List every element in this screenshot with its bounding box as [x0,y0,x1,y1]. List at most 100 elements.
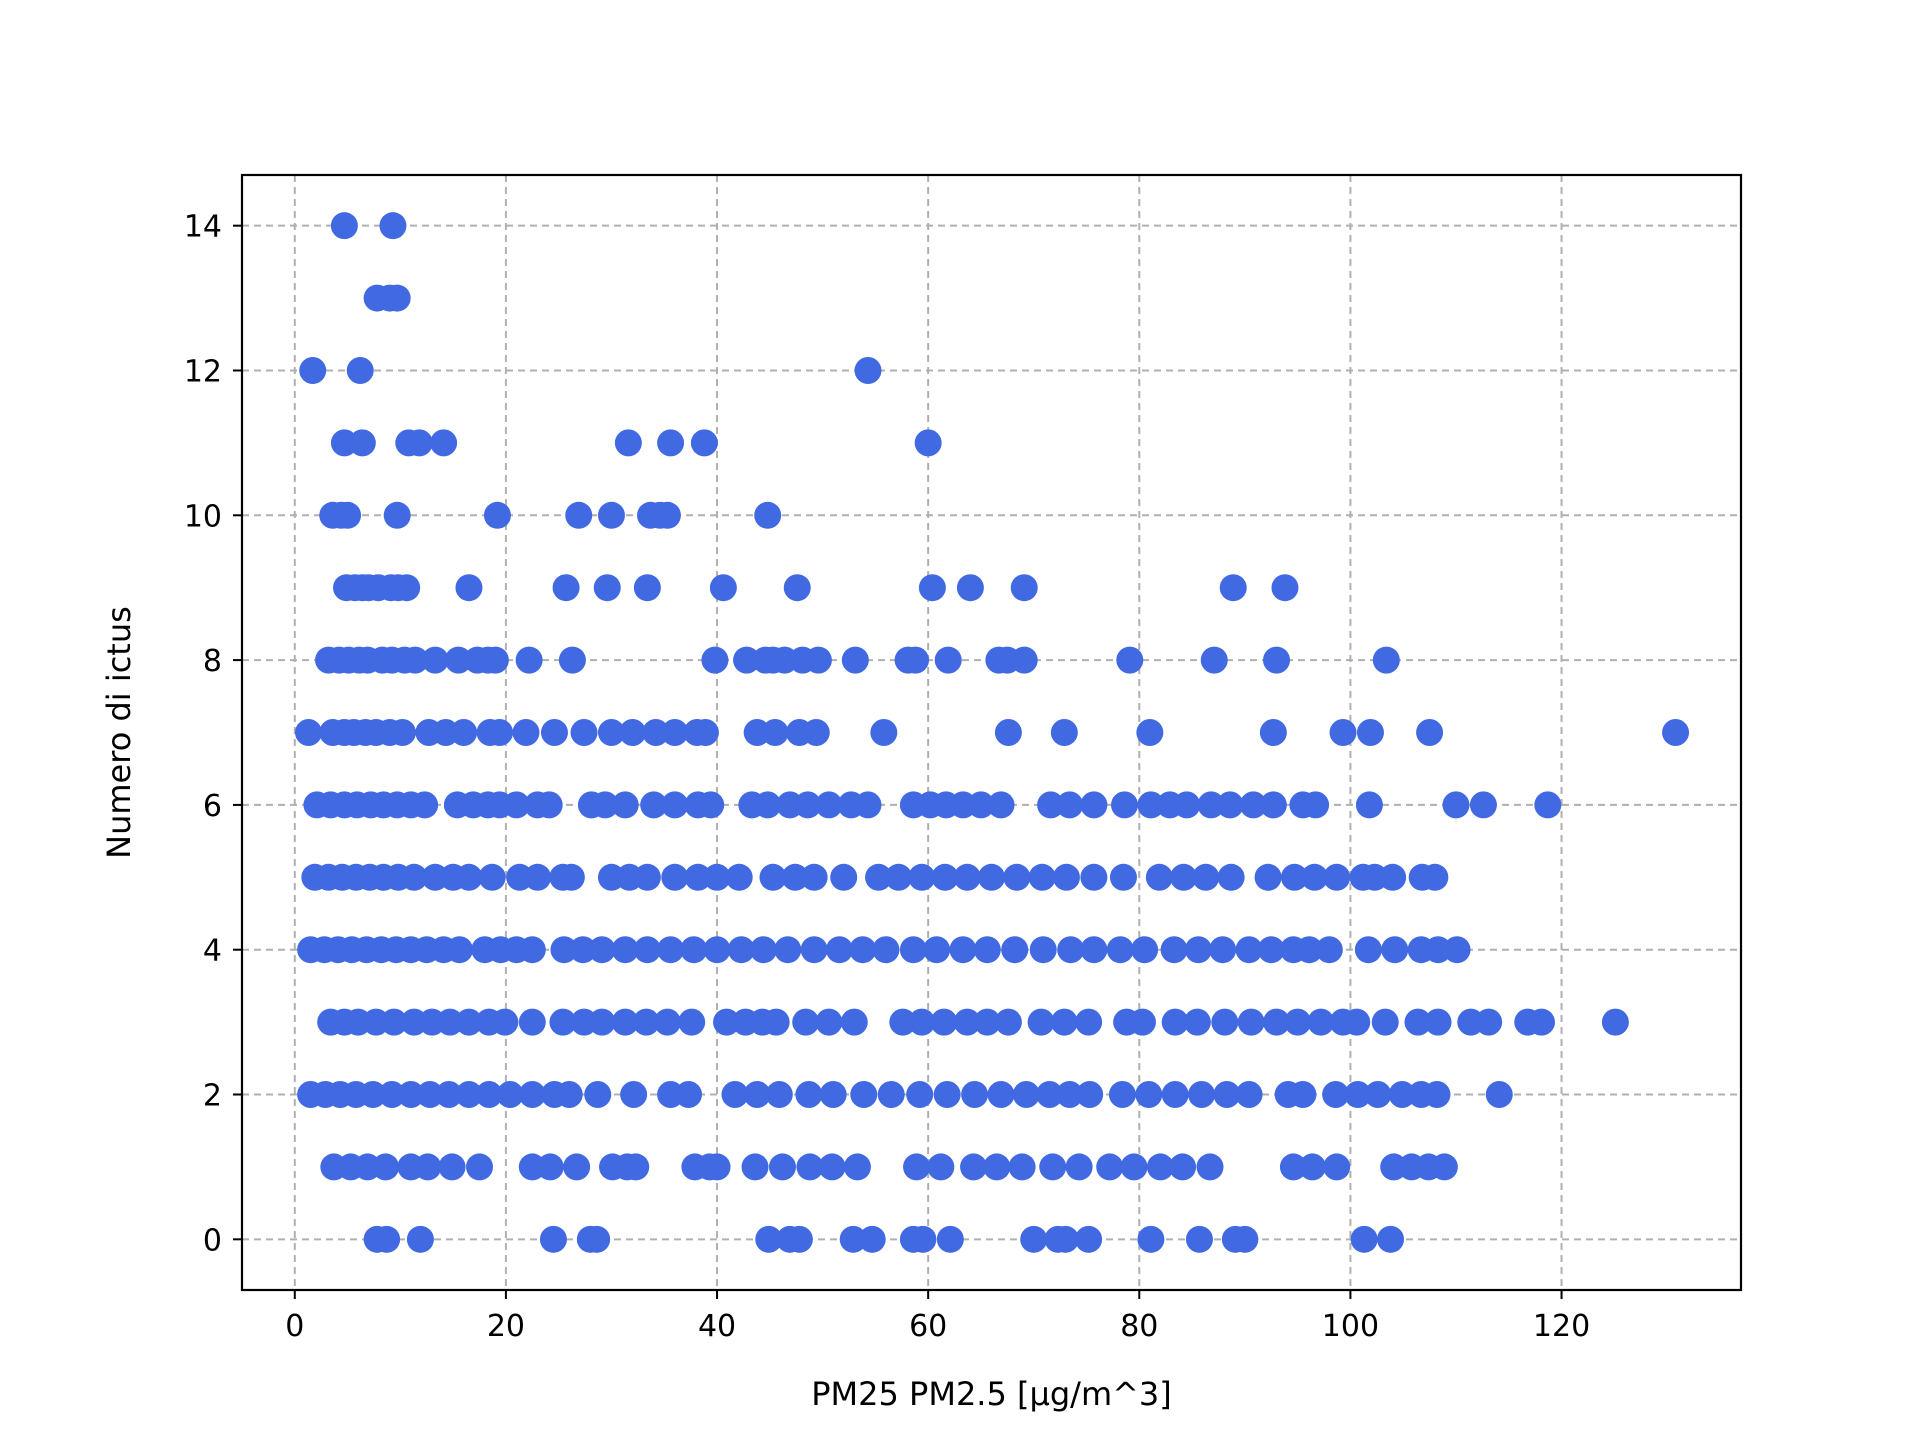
data-point [889,1008,917,1036]
data-point [754,791,782,819]
data-point [678,1008,706,1036]
data-point [1075,1225,1103,1253]
data-point [1379,863,1407,891]
data-point [633,863,661,891]
data-point [703,936,731,964]
data-point [680,936,708,964]
data-point [380,1008,408,1036]
data-point [588,936,616,964]
data-point [430,429,458,457]
data-point [466,1153,494,1181]
data-point [455,574,483,602]
data-point [515,646,543,674]
data-point [383,501,411,529]
data-point [379,212,407,240]
data-point [973,936,1001,964]
data-point [961,1081,989,1109]
data-point [865,863,893,891]
data-point [1329,719,1357,746]
data-point [552,574,580,602]
data-point [1377,1225,1405,1253]
x-tick-label: 0 [285,1309,304,1344]
data-point [1323,863,1351,891]
data-point [854,791,882,819]
data-point [1235,1081,1263,1109]
data-point [850,1081,878,1109]
data-point [1037,791,1065,819]
data-point [1137,791,1165,819]
data-point [622,1153,650,1181]
data-point [1315,936,1343,964]
data-point [1136,719,1164,746]
data-point [550,936,578,964]
data-point [1050,1008,1078,1036]
data-point [914,429,942,457]
x-tick-label: 80 [1120,1309,1158,1344]
data-point [1135,1081,1163,1109]
data-point [956,574,984,602]
data-point [1160,936,1188,964]
data-point [1298,1153,1326,1181]
data-point [455,1081,483,1109]
data-point [1416,719,1444,746]
data-point [1056,1081,1084,1109]
data-point [1131,936,1159,964]
data-point [843,1153,871,1181]
data-point [754,501,782,529]
data-point [994,719,1022,746]
data-point [703,1153,731,1181]
data-point [1196,1153,1224,1181]
data-point [518,1008,546,1036]
data-point [781,863,809,891]
data-point [619,719,647,746]
plot-area-frame [240,173,1743,1292]
data-point [518,1081,546,1109]
data-point [299,356,327,384]
data-point [502,791,530,819]
data-point [1050,719,1078,746]
data-point [1137,1225,1165,1253]
data-point [1254,863,1282,891]
data-point [1301,863,1329,891]
data-point [632,1008,660,1036]
data-point [795,1081,823,1109]
data-point [727,936,755,964]
y-tick-label: 10 [184,499,222,534]
x-tick-label: 40 [698,1309,736,1344]
data-point [611,936,639,964]
data-point [743,1081,771,1109]
data-point [611,1008,639,1036]
data-point [597,719,625,746]
data-point [1372,646,1400,674]
data-point [1355,791,1383,819]
data-point [588,1008,616,1036]
data-point [684,863,712,891]
data-point [768,1153,796,1181]
data-point [475,1081,503,1109]
data-point [841,646,869,674]
data-point [783,574,811,602]
x-axis-label: PM25 PM2.5 [µg/m^3] [811,1375,1172,1413]
data-point [1146,1153,1174,1181]
data-point [438,1153,466,1181]
data-point [1219,574,1247,602]
data-point [1259,719,1287,746]
data-point [713,1008,741,1036]
data-point [359,1081,387,1109]
y-tick-label: 2 [203,1079,222,1114]
data-point [346,356,374,384]
data-point [949,936,977,964]
data-point [709,574,737,602]
data-point [1039,1153,1067,1181]
data-point [436,1008,464,1036]
data-point [478,863,506,891]
data-point [1080,863,1108,891]
data-point [1235,936,1263,964]
data-point [378,1081,406,1109]
data-point [421,646,449,674]
data-point [872,936,900,964]
y-tick-label: 14 [184,210,222,245]
data-point [593,574,621,602]
data-point [1421,863,1449,891]
data-point [1485,1081,1513,1109]
